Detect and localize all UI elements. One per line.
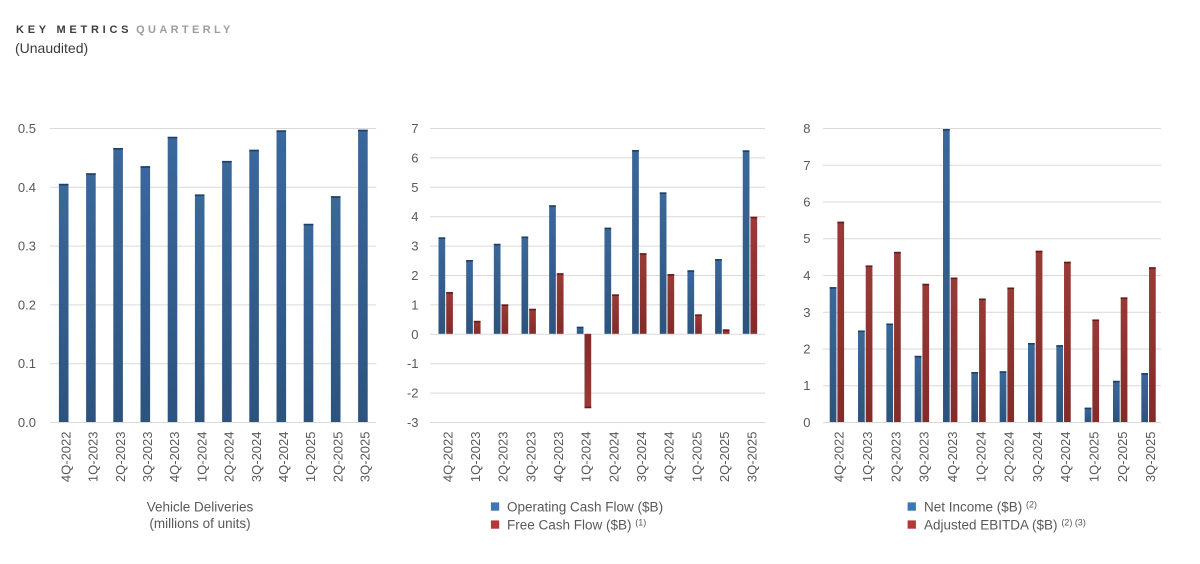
svg-text:4Q-2024: 4Q-2024 <box>276 432 291 483</box>
svg-text:3: 3 <box>411 239 418 254</box>
svg-text:2Q-2023: 2Q-2023 <box>113 432 128 483</box>
svg-text:-3: -3 <box>407 415 419 430</box>
svg-text:4Q-2024: 4Q-2024 <box>1058 432 1073 483</box>
svg-text:4Q-2022: 4Q-2022 <box>832 432 847 483</box>
svg-text:-1: -1 <box>407 356 419 371</box>
svg-text:0.3: 0.3 <box>18 239 36 254</box>
svg-text:5: 5 <box>803 231 810 246</box>
svg-text:2: 2 <box>411 268 418 283</box>
svg-text:7: 7 <box>803 158 810 173</box>
svg-text:1Q-2025: 1Q-2025 <box>303 432 318 483</box>
svg-text:(Unaudited): (Unaudited) <box>15 40 88 56</box>
svg-text:1Q-2023: 1Q-2023 <box>86 432 101 483</box>
svg-text:4Q-2024: 4Q-2024 <box>662 432 677 483</box>
svg-text:1Q-2024: 1Q-2024 <box>579 432 594 483</box>
svg-text:8: 8 <box>803 121 810 136</box>
svg-text:4Q-2023: 4Q-2023 <box>551 432 566 483</box>
svg-text:2Q-2025: 2Q-2025 <box>1115 432 1130 483</box>
svg-text:(millions of units): (millions of units) <box>149 516 250 531</box>
svg-text:2: 2 <box>803 342 810 357</box>
svg-text:3Q-2024: 3Q-2024 <box>249 432 264 483</box>
svg-text:0: 0 <box>411 327 418 342</box>
svg-text:0.5: 0.5 <box>18 121 36 136</box>
svg-text:0.2: 0.2 <box>18 297 36 312</box>
svg-text:Adjusted EBITDA ($B) (2) (3): Adjusted EBITDA ($B) (2) (3) <box>924 517 1086 532</box>
svg-text:2Q-2024: 2Q-2024 <box>222 432 237 483</box>
svg-text:7: 7 <box>411 121 418 136</box>
svg-text:3Q-2025: 3Q-2025 <box>358 432 373 483</box>
svg-text:1Q-2025: 1Q-2025 <box>1087 432 1102 483</box>
svg-text:3Q-2023: 3Q-2023 <box>917 432 932 483</box>
svg-text:0.1: 0.1 <box>18 356 36 371</box>
svg-text:3Q-2024: 3Q-2024 <box>1030 432 1045 483</box>
svg-text:3Q-2025: 3Q-2025 <box>745 432 760 483</box>
svg-text:-2: -2 <box>407 386 419 401</box>
svg-text:3Q-2025: 3Q-2025 <box>1143 432 1158 483</box>
svg-text:2Q-2023: 2Q-2023 <box>888 432 903 483</box>
svg-text:4Q-2022: 4Q-2022 <box>440 432 455 483</box>
svg-text:1: 1 <box>411 297 418 312</box>
svg-text:6: 6 <box>803 195 810 210</box>
svg-text:1Q-2023: 1Q-2023 <box>860 432 875 483</box>
svg-text:0: 0 <box>803 415 810 430</box>
svg-text:Vehicle Deliveries: Vehicle Deliveries <box>147 500 254 515</box>
svg-text:0.4: 0.4 <box>18 180 36 195</box>
svg-text:0.0: 0.0 <box>18 415 36 430</box>
svg-text:1Q-2023: 1Q-2023 <box>468 432 483 483</box>
svg-text:3: 3 <box>803 305 810 320</box>
svg-text:1: 1 <box>803 378 810 393</box>
svg-text:1Q-2024: 1Q-2024 <box>194 432 209 483</box>
svg-text:4Q-2022: 4Q-2022 <box>58 432 73 483</box>
svg-text:1Q-2025: 1Q-2025 <box>689 432 704 483</box>
svg-text:Operating Cash Flow ($B): Operating Cash Flow ($B) <box>507 499 663 514</box>
svg-text:5: 5 <box>411 180 418 195</box>
svg-text:4: 4 <box>803 268 810 283</box>
svg-text:2Q-2024: 2Q-2024 <box>1002 432 1017 483</box>
svg-text:2Q-2025: 2Q-2025 <box>717 432 732 483</box>
svg-text:2Q-2023: 2Q-2023 <box>496 432 511 483</box>
svg-text:3Q-2023: 3Q-2023 <box>140 432 155 483</box>
svg-text:3Q-2024: 3Q-2024 <box>634 432 649 483</box>
svg-text:2Q-2024: 2Q-2024 <box>606 432 621 483</box>
svg-text:1Q-2024: 1Q-2024 <box>973 432 988 483</box>
svg-text:4Q-2023: 4Q-2023 <box>945 432 960 483</box>
svg-text:6: 6 <box>411 150 418 165</box>
svg-text:2Q-2025: 2Q-2025 <box>330 432 345 483</box>
svg-text:KEY METRICS QUARTERLY: KEY METRICS QUARTERLY <box>16 24 234 36</box>
svg-text:4: 4 <box>411 209 418 224</box>
svg-text:Free Cash Flow ($B) (1): Free Cash Flow ($B) (1) <box>507 517 646 532</box>
svg-text:Net Income ($B) (2): Net Income ($B) (2) <box>924 499 1037 514</box>
svg-text:3Q-2023: 3Q-2023 <box>523 432 538 483</box>
svg-text:4Q-2023: 4Q-2023 <box>167 432 182 483</box>
